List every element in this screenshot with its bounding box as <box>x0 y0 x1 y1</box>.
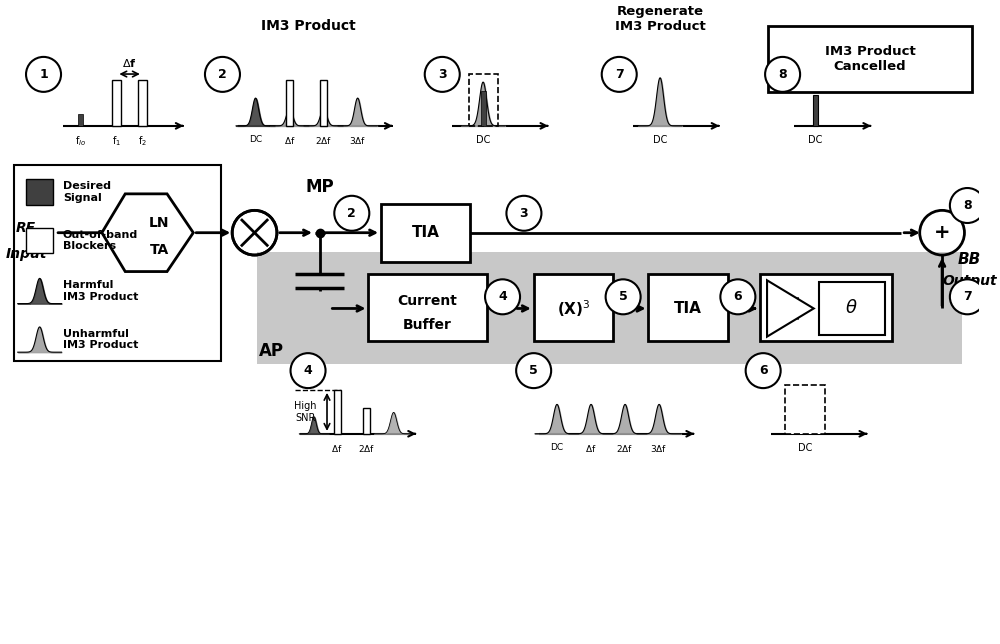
Text: BB: BB <box>958 252 981 267</box>
Text: 5: 5 <box>529 364 538 377</box>
Text: IM3 Product: IM3 Product <box>261 19 355 33</box>
FancyBboxPatch shape <box>381 204 470 262</box>
Text: TA: TA <box>150 243 169 257</box>
Bar <box>481 91 486 126</box>
Text: f$_{lo}$: f$_{lo}$ <box>75 135 86 148</box>
Text: TIA: TIA <box>412 225 440 240</box>
Bar <box>286 80 293 126</box>
Text: IM3 Product
Cancelled: IM3 Product Cancelled <box>825 45 916 73</box>
Circle shape <box>720 279 755 314</box>
Text: 6: 6 <box>734 290 742 303</box>
Text: 3$\Delta$f: 3$\Delta$f <box>650 442 668 453</box>
PathPatch shape <box>102 194 193 272</box>
Text: 7: 7 <box>615 68 624 81</box>
Text: 3$\Delta$f: 3$\Delta$f <box>349 135 366 146</box>
Text: $\Delta$f: $\Delta$f <box>284 135 295 146</box>
Circle shape <box>602 57 637 92</box>
Text: DC: DC <box>808 135 823 145</box>
Circle shape <box>205 57 240 92</box>
Circle shape <box>334 196 369 231</box>
Circle shape <box>485 279 520 314</box>
Circle shape <box>516 353 551 388</box>
FancyBboxPatch shape <box>534 274 613 341</box>
Text: Desired
Signal: Desired Signal <box>63 181 111 203</box>
Text: 7: 7 <box>963 290 972 303</box>
Circle shape <box>291 353 326 388</box>
Text: 3: 3 <box>520 207 528 220</box>
Text: 2$\Delta$f: 2$\Delta$f <box>616 442 634 453</box>
Text: Unharmful
IM3 Product: Unharmful IM3 Product <box>63 328 138 350</box>
Text: AP: AP <box>259 342 284 360</box>
FancyBboxPatch shape <box>819 282 885 335</box>
Bar <box>469 74 498 126</box>
Text: Buffer: Buffer <box>403 318 452 332</box>
Text: DC: DC <box>550 442 564 451</box>
Text: 3: 3 <box>438 68 447 81</box>
Bar <box>138 80 147 126</box>
Bar <box>320 80 327 126</box>
Text: 2$\Delta$f: 2$\Delta$f <box>358 442 375 453</box>
FancyBboxPatch shape <box>368 274 487 341</box>
Text: DC: DC <box>653 135 667 145</box>
Text: 4: 4 <box>498 290 507 303</box>
Text: Regenerate
IM3 Product: Regenerate IM3 Product <box>615 5 705 33</box>
Text: DC: DC <box>249 135 262 144</box>
Circle shape <box>950 279 985 314</box>
Text: 6: 6 <box>759 364 767 377</box>
Text: Harmful
IM3 Product: Harmful IM3 Product <box>63 280 138 302</box>
Circle shape <box>425 57 460 92</box>
Text: f$_2$: f$_2$ <box>138 135 147 148</box>
Bar <box>334 390 341 434</box>
Bar <box>78 114 83 126</box>
Text: f$_1$: f$_1$ <box>112 135 121 148</box>
Text: DC: DC <box>798 442 812 453</box>
Circle shape <box>746 353 781 388</box>
Bar <box>785 384 825 434</box>
Text: 2$\Delta$f: 2$\Delta$f <box>315 135 332 146</box>
Circle shape <box>26 57 61 92</box>
FancyBboxPatch shape <box>760 274 892 341</box>
Text: 2: 2 <box>347 207 356 220</box>
Text: Input: Input <box>5 247 47 261</box>
Text: $\theta$: $\theta$ <box>845 299 858 317</box>
Polygon shape <box>767 280 814 337</box>
Text: TIA: TIA <box>674 301 702 316</box>
Text: 5: 5 <box>619 290 627 303</box>
Text: 1: 1 <box>39 68 48 81</box>
Text: Out-of-band
Blockers: Out-of-band Blockers <box>63 230 138 251</box>
Text: High
SNR: High SNR <box>294 401 317 422</box>
FancyBboxPatch shape <box>648 274 728 341</box>
Text: 4: 4 <box>304 364 312 377</box>
Circle shape <box>765 57 800 92</box>
Circle shape <box>950 188 985 223</box>
Circle shape <box>506 196 541 231</box>
FancyBboxPatch shape <box>14 165 221 361</box>
Text: 8: 8 <box>778 68 787 81</box>
Text: $\Delta$f: $\Delta$f <box>331 442 343 453</box>
Bar <box>26 179 53 205</box>
Text: +: + <box>934 223 950 242</box>
Text: MP: MP <box>305 178 334 196</box>
Text: (X)$^3$: (X)$^3$ <box>557 298 590 319</box>
FancyBboxPatch shape <box>768 26 972 92</box>
Text: 8: 8 <box>963 199 972 212</box>
Text: $\Delta$f: $\Delta$f <box>585 442 597 453</box>
Text: LN: LN <box>149 216 170 230</box>
Bar <box>813 95 818 126</box>
Bar <box>112 80 121 126</box>
Text: RF: RF <box>16 221 36 235</box>
Text: $\Delta$f: $\Delta$f <box>122 57 137 69</box>
Bar <box>26 228 53 253</box>
Circle shape <box>606 279 641 314</box>
Text: DC: DC <box>476 135 490 145</box>
Text: Output: Output <box>942 274 997 287</box>
FancyBboxPatch shape <box>257 252 962 364</box>
Text: 2: 2 <box>218 68 227 81</box>
Text: Current: Current <box>398 294 458 308</box>
Bar <box>363 408 370 434</box>
